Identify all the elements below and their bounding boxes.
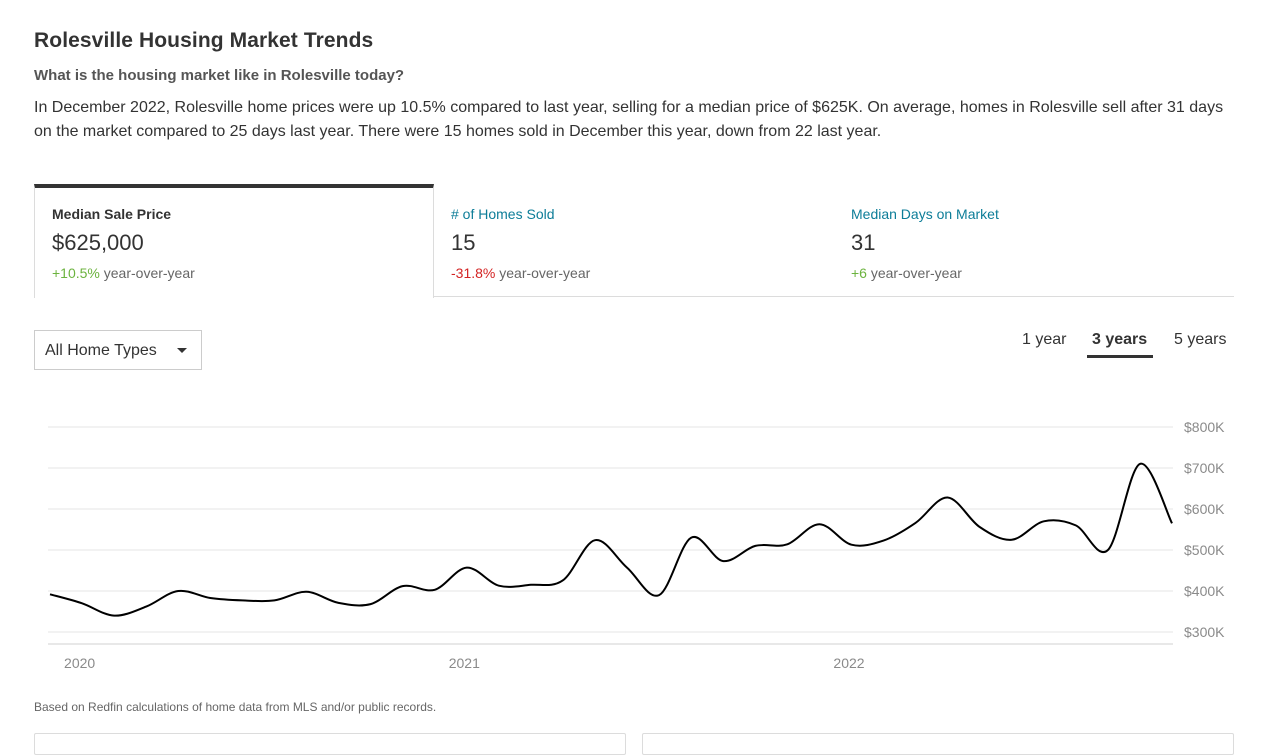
data-point[interactable] [205,593,215,603]
data-point[interactable] [269,595,279,605]
data-point[interactable] [1007,535,1017,545]
page-title: Rolesville Housing Market Trends [34,29,374,52]
data-point[interactable] [526,580,536,590]
data-point[interactable] [1135,459,1145,469]
tab-median-days-on-market[interactable]: Median Days on Market 31 +6 year-over-ye… [834,184,1234,297]
data-point[interactable] [878,536,888,546]
data-point[interactable] [1039,516,1049,526]
data-point[interactable] [462,563,472,573]
grid-lines [48,426,1173,645]
caret-down-icon [177,348,187,353]
market-summary: In December 2022, Rolesville home prices… [34,99,1224,140]
data-point[interactable] [430,585,440,595]
tab-median-sale-price[interactable]: Median Sale Price $625,000 +10.5% year-o… [34,184,434,298]
home-type-selected: All Home Types [45,342,157,359]
tab-label: Median Sale Price [52,206,172,222]
y-tick-label: $500K [1184,542,1225,558]
data-point[interactable] [782,539,792,549]
x-axis-ticks: 2020 2021 2022 [64,655,865,671]
period-5-years[interactable]: 5 years [1174,331,1227,348]
data-point[interactable] [173,586,183,596]
data-point[interactable] [109,611,119,621]
tab-value: 31 [851,230,876,255]
data-point[interactable] [750,541,760,551]
data-source-note: Based on Redfin calculations of home dat… [34,700,437,714]
data-point[interactable] [141,602,151,612]
data-point[interactable] [1103,545,1113,555]
y-tick-label: $400K [1184,583,1225,599]
data-point[interactable] [301,587,311,597]
tab-value: $625,000 [52,230,144,255]
tab-change: -31.8% year-over-year [451,265,817,281]
data-point[interactable] [334,598,344,608]
data-point[interactable] [366,599,376,609]
info-card [642,733,1234,755]
period-selected-indicator [1087,355,1153,358]
x-tick-label: 2020 [64,655,95,671]
tab-homes-sold[interactable]: # of Homes Sold 15 -31.8% year-over-year [434,184,834,297]
data-point[interactable] [237,595,247,605]
data-point[interactable] [45,589,55,599]
data-point[interactable] [558,575,568,585]
data-point[interactable] [590,535,600,545]
data-point[interactable] [494,581,504,591]
metric-tabs: Median Sale Price $625,000 +10.5% year-o… [34,184,1234,298]
data-point[interactable] [686,533,696,543]
change-suffix: year-over-year [870,265,962,281]
period-3-years[interactable]: 3 years [1092,331,1148,348]
change-percent: +10.5% [52,265,100,281]
y-tick-label: $700K [1184,460,1225,476]
tab-value: 15 [451,230,476,255]
data-point[interactable] [943,493,953,503]
info-card [34,733,626,755]
section-question: What is the housing market like in Roles… [34,67,405,84]
tab-label: # of Homes Sold [451,206,555,222]
x-tick-label: 2021 [449,655,480,671]
change-percent: +6 [851,265,867,281]
y-tick-label: $300K [1184,624,1225,640]
period-1-year[interactable]: 1 year [1022,331,1067,348]
change-percent: -31.8% [451,265,496,281]
data-point[interactable] [398,581,408,591]
y-tick-label: $800K [1184,419,1225,435]
data-point[interactable] [814,519,824,529]
data-point[interactable] [622,563,632,573]
tab-change: +6 year-over-year [851,265,1217,281]
data-point[interactable] [654,590,664,600]
home-type-dropdown[interactable]: All Home Types [34,330,202,370]
y-axis-ticks: $300K $400K $500K $600K $700K $800K [1184,419,1225,640]
change-suffix: year-over-year [499,265,591,281]
data-point[interactable] [975,522,985,532]
median-sale-price-chart: $300K$400K$500K$600K$700K$800K 2020 2021 2… [45,419,1225,671]
data-point[interactable] [77,598,87,608]
x-tick-label: 2022 [833,655,864,671]
series-layer [45,459,1177,621]
y-tick-label: $600K [1184,501,1225,517]
tab-label: Median Days on Market [851,206,999,222]
data-point[interactable] [911,518,921,528]
series-line-median-sale-price [49,462,1173,617]
data-point[interactable] [846,540,856,550]
data-point[interactable] [1167,518,1177,528]
data-point[interactable] [1071,520,1081,530]
change-suffix: year-over-year [103,265,195,281]
data-point[interactable] [718,556,728,566]
tab-change: +10.5% year-over-year [52,265,416,281]
